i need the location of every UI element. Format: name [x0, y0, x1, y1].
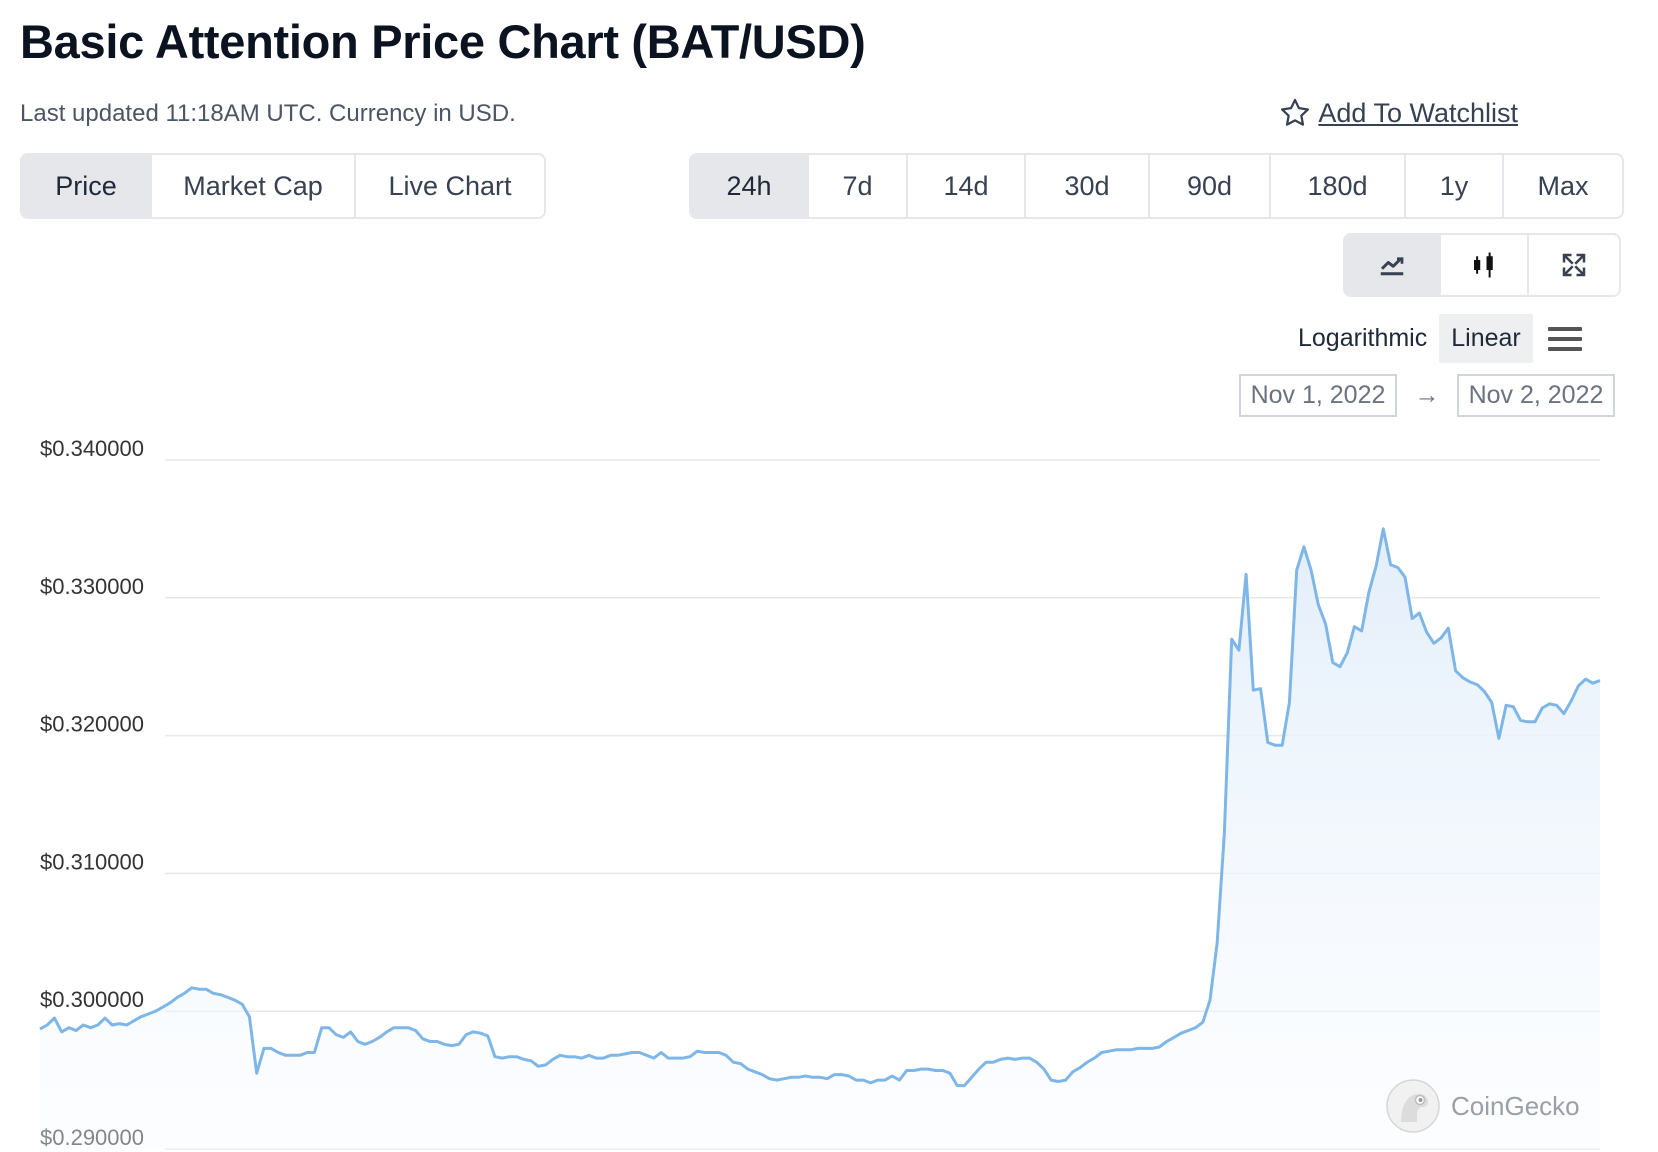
range-max[interactable]: Max [1504, 155, 1622, 217]
arrow-right-icon: → [1414, 381, 1440, 409]
range-30d[interactable]: 30d [1026, 155, 1150, 217]
price-area [40, 528, 1600, 1149]
page-title: Basic Attention Price Chart (BAT/USD) [20, 15, 866, 68]
fullscreen-button[interactable] [1529, 235, 1619, 295]
expand-icon [1562, 253, 1586, 277]
coingecko-watermark: CoinGecko [1385, 1078, 1580, 1134]
date-range: Nov 1, 2022 → Nov 2, 2022 [1239, 374, 1615, 417]
last-updated-text: Last updated 11:18AM UTC. Currency in US… [20, 100, 516, 127]
chart-type-tabs: Price Market Cap Live Chart [20, 153, 546, 219]
range-24h[interactable]: 24h [691, 155, 809, 217]
logarithmic-option[interactable]: Logarithmic [1298, 324, 1428, 352]
range-7d[interactable]: 7d [809, 155, 908, 217]
tab-live-chart[interactable]: Live Chart [356, 155, 544, 217]
y-tick-label: $0.320000 [40, 712, 144, 737]
time-range-tabs: 24h 7d 14d 30d 90d 180d 1y Max [689, 153, 1624, 219]
range-90d[interactable]: 90d [1150, 155, 1271, 217]
watchlist-label: Add To Watchlist [1318, 97, 1518, 128]
candlestick-icon [1474, 252, 1493, 278]
price-line [39, 527, 1601, 1088]
range-14d[interactable]: 14d [908, 155, 1026, 217]
linear-option[interactable]: Linear [1439, 314, 1533, 363]
y-tick-label: $0.330000 [40, 574, 144, 599]
add-to-watchlist-link[interactable]: Add To Watchlist [1278, 96, 1518, 130]
scale-toggle: Logarithmic Linear [1286, 314, 1583, 363]
coingecko-text: CoinGecko [1451, 1090, 1580, 1121]
y-tick-label: $0.300000 [40, 987, 144, 1012]
y-tick-label: $0.310000 [40, 849, 144, 874]
tab-price[interactable]: Price [22, 155, 152, 217]
tab-market-cap[interactable]: Market Cap [152, 155, 356, 217]
date-from-input[interactable]: Nov 1, 2022 [1239, 374, 1397, 417]
line-chart-icon [1380, 257, 1404, 276]
line-chart-button[interactable] [1345, 235, 1441, 295]
range-180d[interactable]: 180d [1271, 155, 1406, 217]
price-chart[interactable]: $0.340000 $0.330000 $0.320000 $0.310000 $0.3… [0, 440, 1658, 1152]
hamburger-menu-icon[interactable] [1547, 324, 1583, 354]
star-icon [1281, 98, 1310, 126]
y-tick-label: $0.340000 [40, 440, 144, 461]
coingecko-logo-icon [1386, 1079, 1440, 1133]
candlestick-button[interactable] [1441, 235, 1529, 295]
date-to-input[interactable]: Nov 2, 2022 [1457, 374, 1615, 417]
range-1y[interactable]: 1y [1406, 155, 1504, 217]
chart-view-toggles [1343, 233, 1621, 297]
